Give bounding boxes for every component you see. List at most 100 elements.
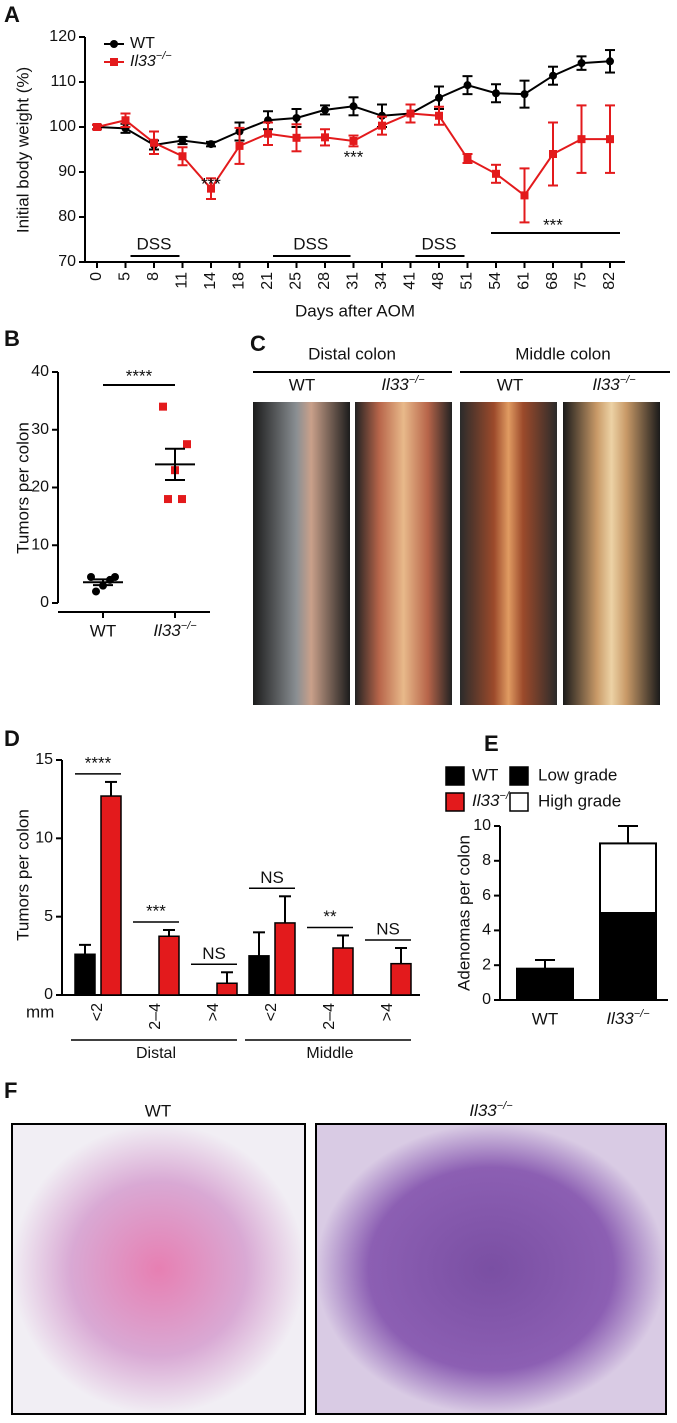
image-label: WT bbox=[145, 1101, 171, 1120]
data-point bbox=[235, 141, 244, 150]
data-point bbox=[121, 116, 130, 125]
bar bbox=[100, 795, 122, 996]
y-axis-label: Initial body weight (%) bbox=[13, 67, 32, 233]
x-tick-label: 8 bbox=[145, 272, 162, 281]
data-point bbox=[178, 136, 187, 145]
bar bbox=[274, 922, 296, 996]
y-tick-label: 5 bbox=[44, 908, 53, 925]
group-label: Middle bbox=[306, 1045, 353, 1062]
significance: *** bbox=[201, 174, 221, 193]
x-tick-label: Il33−/− bbox=[606, 1008, 650, 1029]
y-tick-label: 20 bbox=[31, 479, 49, 496]
y-axis-label: Tumors per colon bbox=[13, 422, 32, 554]
legend-label: WT bbox=[472, 765, 498, 784]
x-tick-label: >4 bbox=[205, 1003, 222, 1021]
x-tick-label: 14 bbox=[202, 272, 219, 290]
significance: NS bbox=[202, 944, 226, 963]
bar bbox=[332, 947, 354, 996]
y-tick-label: 0 bbox=[44, 986, 53, 1003]
treatment-label: DSS bbox=[137, 234, 172, 253]
y-tick-label: 10 bbox=[31, 536, 49, 553]
colon-photo bbox=[355, 402, 452, 705]
data-point bbox=[492, 89, 500, 98]
image-label: WT bbox=[497, 375, 523, 394]
panel-letter: E bbox=[484, 731, 499, 756]
data-point bbox=[606, 57, 614, 66]
colon-photo bbox=[460, 402, 557, 705]
data-point bbox=[435, 93, 443, 102]
legend-swatch bbox=[445, 766, 465, 786]
panel-letter: B bbox=[4, 326, 20, 351]
y-tick-label: 100 bbox=[49, 118, 76, 135]
y-tick-label: 2 bbox=[482, 956, 491, 973]
y-tick-label: 15 bbox=[35, 751, 53, 768]
x-tick-label: 61 bbox=[516, 272, 533, 290]
y-tick-label: 80 bbox=[58, 208, 76, 225]
y-tick-label: 0 bbox=[40, 594, 49, 611]
x-tick-label: 2–4 bbox=[147, 1003, 164, 1030]
data-point bbox=[577, 135, 586, 144]
panel-letter: D bbox=[4, 726, 20, 751]
panel-f: F WT Il33−/− bbox=[4, 1078, 667, 1415]
legend-swatch bbox=[509, 792, 529, 812]
x-tick-label: 28 bbox=[316, 272, 333, 290]
data-point bbox=[463, 154, 472, 163]
x-tick-label: 82 bbox=[601, 272, 618, 290]
data-point bbox=[110, 58, 118, 66]
bar-segment bbox=[516, 967, 574, 1001]
x-tick-label: 48 bbox=[430, 272, 447, 290]
bar bbox=[74, 953, 96, 996]
group-title: Middle colon bbox=[515, 344, 610, 363]
y-tick-label: 70 bbox=[58, 253, 76, 270]
bar bbox=[248, 955, 270, 996]
data-point bbox=[520, 191, 529, 200]
colon-photo bbox=[253, 402, 350, 705]
y-tick-label: 10 bbox=[35, 830, 53, 847]
data-point bbox=[150, 138, 158, 147]
y-tick-label: 40 bbox=[31, 363, 49, 380]
unit-label: mm bbox=[26, 1002, 54, 1021]
x-tick-label: 5 bbox=[117, 272, 134, 281]
data-point bbox=[321, 133, 329, 142]
image-label: WT bbox=[289, 375, 315, 394]
treatment-label: DSS bbox=[422, 234, 457, 253]
y-tick-label: 120 bbox=[49, 28, 76, 45]
bar bbox=[216, 982, 238, 996]
y-tick-label: 6 bbox=[482, 887, 491, 904]
y-tick-label: 4 bbox=[482, 922, 491, 939]
colon-photo bbox=[563, 402, 660, 705]
x-tick-label: WT bbox=[532, 1009, 558, 1028]
panel-c: C Distal colon Middle colon WT Il33−/− W… bbox=[250, 331, 670, 705]
data-point bbox=[292, 133, 301, 142]
histology-image bbox=[11, 1123, 306, 1415]
data-point bbox=[164, 495, 172, 504]
x-tick-label: >4 bbox=[379, 1003, 396, 1021]
data-point bbox=[178, 152, 187, 161]
x-tick-label: 0 bbox=[88, 272, 105, 281]
data-point bbox=[492, 169, 500, 178]
panel-letter: F bbox=[4, 1078, 17, 1103]
histology-image bbox=[315, 1123, 667, 1415]
y-tick-label: 10 bbox=[473, 817, 491, 834]
data-point bbox=[520, 90, 529, 99]
y-tick-label: 90 bbox=[58, 163, 76, 180]
y-tick-label: 30 bbox=[31, 421, 49, 438]
significance: NS bbox=[260, 868, 284, 887]
x-tick-label: 41 bbox=[402, 272, 419, 290]
x-tick-label: WT bbox=[90, 621, 116, 640]
legend-swatch bbox=[509, 766, 529, 786]
x-tick-label: 54 bbox=[487, 272, 504, 290]
data-point bbox=[549, 71, 557, 80]
bar bbox=[158, 935, 180, 996]
legend-label: WT bbox=[130, 35, 155, 52]
data-point bbox=[183, 440, 191, 449]
image-label: Il33−/− bbox=[469, 1100, 513, 1121]
significance: *** bbox=[344, 147, 364, 166]
x-tick-label: 2–4 bbox=[321, 1003, 338, 1030]
y-axis-label: Tumors per colon bbox=[13, 809, 32, 941]
x-tick-label: Il33−/− bbox=[153, 620, 197, 641]
bar-segment bbox=[599, 912, 657, 1001]
data-point bbox=[378, 121, 386, 130]
x-tick-label: 34 bbox=[373, 272, 390, 290]
legend-swatch bbox=[445, 792, 465, 812]
